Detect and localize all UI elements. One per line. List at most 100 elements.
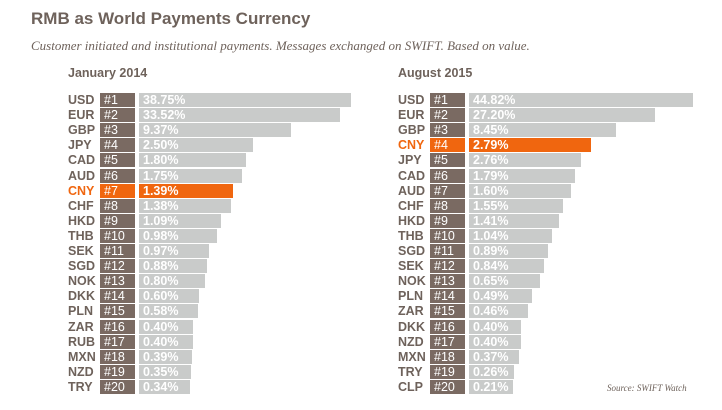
currency-label: SEK <box>398 259 424 274</box>
panel-title-jan-2014: January 2014 <box>68 66 148 80</box>
bar-row-sek: SEK #12 0.84% <box>398 259 544 274</box>
rank-badge: #15 <box>100 304 135 319</box>
bar-value: 0.40% <box>139 319 193 334</box>
bar-value: 2.76% <box>469 153 581 168</box>
bar-value: 1.39% <box>139 183 233 198</box>
bar-row-cny: CNY #7 1.39% <box>68 183 233 198</box>
rank-badge: #13 <box>100 274 135 289</box>
bar-value: 0.37% <box>469 349 519 364</box>
rank-badge: #7 <box>430 183 465 198</box>
currency-label: PLN <box>398 289 423 304</box>
currency-label: PLN <box>68 304 93 319</box>
rank-badge: #3 <box>100 123 135 138</box>
bar-row-jpy: JPY #4 2.50% <box>68 138 253 153</box>
bar-value: 0.58% <box>139 304 198 319</box>
currency-label: CAD <box>398 168 426 183</box>
bar-value: 27.20% <box>469 108 655 123</box>
rank-badge: #12 <box>100 259 135 274</box>
currency-label: GBP <box>398 123 426 138</box>
bar-row-try: TRY #19 0.26% <box>398 364 514 379</box>
bar-row-sek: SEK #11 0.97% <box>68 244 209 258</box>
rank-badge: #18 <box>430 349 465 364</box>
rank-badge: #6 <box>100 168 135 183</box>
currency-label: NOK <box>398 274 426 289</box>
currency-label: NOK <box>68 274 96 289</box>
bar-value: 33.52% <box>139 108 340 123</box>
bar-row-clp: CLP #20 0.21% <box>398 379 513 394</box>
rank-badge: #19 <box>100 364 135 379</box>
rank-badge: #4 <box>100 138 135 153</box>
bar-value: 9.37% <box>139 123 291 138</box>
bar-value: 1.79% <box>469 168 575 183</box>
currency-label: THB <box>68 228 94 243</box>
bar-value: 1.38% <box>139 198 231 213</box>
rank-badge: #9 <box>430 213 465 228</box>
currency-label: SGD <box>68 259 96 274</box>
currency-label: CNY <box>68 183 95 198</box>
currency-label: CNY <box>398 138 425 153</box>
bar-row-chf: CHF #8 1.38% <box>68 198 231 213</box>
bar-row-dkk: DKK #16 0.40% <box>398 319 521 334</box>
bar-row-thb: THB #10 0.98% <box>68 228 217 243</box>
bar-row-gbp: GBP #3 9.37% <box>68 123 291 138</box>
rank-badge: #14 <box>100 289 135 304</box>
bar-row-sgd: SGD #12 0.88% <box>68 259 207 274</box>
currency-label: NZD <box>398 334 424 349</box>
bar-value: 0.39% <box>139 349 192 364</box>
bar-row-aud: AUD #7 1.60% <box>398 183 571 198</box>
currency-label: ZAR <box>68 319 94 334</box>
rank-badge: #2 <box>430 108 465 123</box>
rank-badge: #16 <box>100 319 135 334</box>
currency-label: AUD <box>398 183 426 198</box>
bar-value: 0.35% <box>139 364 191 379</box>
bar-row-nok: NOK #13 0.65% <box>398 274 540 289</box>
rank-badge: #12 <box>430 259 465 274</box>
bar-value: 2.50% <box>139 138 253 153</box>
currency-label: DKK <box>68 289 96 304</box>
bar-row-mxn: MXN #18 0.37% <box>398 349 519 364</box>
currency-label: CHF <box>398 198 424 213</box>
rank-badge: #18 <box>100 349 135 364</box>
bar-row-try: TRY #20 0.34% <box>68 379 190 394</box>
rank-badge: #11 <box>430 244 465 258</box>
bar-value: 44.82% <box>469 93 693 107</box>
bar-row-rub: RUB #17 0.40% <box>68 334 193 349</box>
rank-badge: #5 <box>100 153 135 168</box>
bar-value: 8.45% <box>469 123 616 138</box>
bar-row-aud: AUD #6 1.75% <box>68 168 242 183</box>
bar-row-thb: THB #10 1.04% <box>398 228 552 243</box>
bar-value: 1.60% <box>469 183 571 198</box>
currency-label: TRY <box>398 364 423 379</box>
currency-label: ZAR <box>398 304 424 319</box>
bar-row-eur: EUR #2 27.20% <box>398 108 655 123</box>
bar-row-jpy: JPY #5 2.76% <box>398 153 581 168</box>
rank-badge: #11 <box>100 244 135 258</box>
currency-label: AUD <box>68 168 96 183</box>
currency-label: NZD <box>68 364 94 379</box>
bar-row-cad: CAD #5 1.80% <box>68 153 246 168</box>
rank-badge: #1 <box>430 93 465 107</box>
currency-label: EUR <box>68 108 95 123</box>
bar-value: 0.97% <box>139 244 209 258</box>
currency-label: MXN <box>68 349 96 364</box>
rank-badge: #13 <box>430 274 465 289</box>
bar-row-dkk: DKK #14 0.60% <box>68 289 199 304</box>
currency-label: SGD <box>398 244 426 258</box>
currency-label: EUR <box>398 108 425 123</box>
rank-badge: #5 <box>430 153 465 168</box>
currency-label: JPY <box>68 138 92 153</box>
panel-title-aug-2015: August 2015 <box>398 66 473 80</box>
bar-value: 2.79% <box>469 138 591 153</box>
rank-badge: #7 <box>100 183 135 198</box>
bar-value: 0.26% <box>469 364 514 379</box>
bar-value: 0.40% <box>139 334 193 349</box>
currency-label: CLP <box>398 379 423 394</box>
bar-value: 0.40% <box>469 334 521 349</box>
rank-badge: #3 <box>430 123 465 138</box>
rank-badge: #2 <box>100 108 135 123</box>
currency-label: DKK <box>398 319 426 334</box>
currency-label: SEK <box>68 244 94 258</box>
bar-value: 1.75% <box>139 168 242 183</box>
rank-badge: #4 <box>430 138 465 153</box>
rank-badge: #14 <box>430 289 465 304</box>
